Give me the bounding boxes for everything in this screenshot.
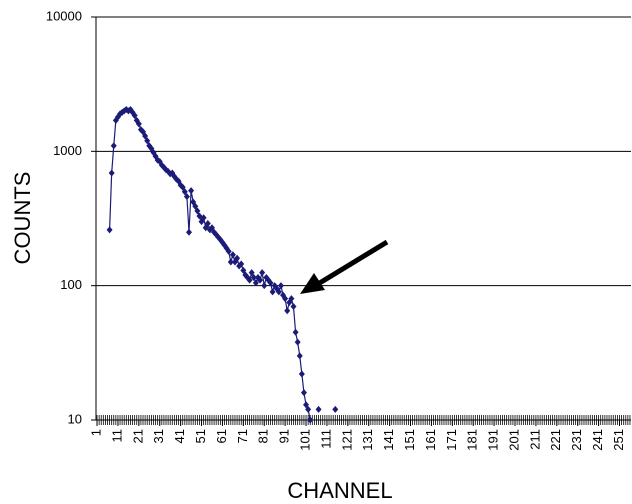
data-point — [292, 328, 299, 336]
data-point — [282, 295, 289, 303]
y-tick-label: 1000 — [53, 143, 82, 158]
data-point — [300, 389, 307, 397]
y-axis-title: COUNTS — [10, 172, 35, 265]
data-point — [108, 169, 115, 177]
x-tick-label: 71 — [235, 429, 250, 443]
data-point — [225, 247, 232, 255]
x-tick-label: 171 — [444, 429, 459, 451]
data-point — [248, 269, 255, 277]
x-tick-label: 21 — [130, 429, 145, 443]
x-tick-label: 161 — [423, 429, 438, 451]
data-point — [277, 282, 284, 290]
x-axis-title: CHANNEL — [287, 478, 392, 503]
x-tick-label: 251 — [611, 429, 626, 451]
data-point — [303, 401, 310, 409]
data-point — [298, 370, 305, 378]
data-point — [106, 226, 113, 234]
data-point — [135, 120, 142, 128]
data-point — [305, 405, 312, 413]
data-point — [261, 282, 268, 290]
x-tick-label: 181 — [465, 429, 480, 451]
data-point — [259, 269, 266, 277]
data-point — [257, 276, 264, 284]
arrow-head — [300, 273, 325, 294]
data-point — [192, 202, 199, 210]
data-point — [332, 405, 339, 413]
data-point — [204, 220, 211, 228]
data-point — [267, 279, 274, 287]
data-point — [315, 405, 322, 413]
data-point — [185, 228, 192, 236]
x-tick-label: 41 — [172, 429, 187, 443]
data-point — [131, 111, 138, 119]
data-point — [181, 188, 188, 196]
data-point — [296, 352, 303, 360]
x-tick-label: 31 — [151, 429, 166, 443]
data-point — [227, 258, 234, 266]
annotation-arrow — [300, 239, 389, 294]
x-tick-label: 231 — [569, 429, 584, 451]
x-tick-label: 131 — [360, 429, 375, 451]
x-tick-label: 211 — [527, 429, 542, 450]
x-tick-label: 201 — [506, 429, 521, 451]
data-point — [200, 214, 207, 222]
x-tick-label: 51 — [193, 429, 208, 443]
y-tick-label: 10000 — [46, 8, 82, 23]
data-point — [142, 132, 149, 140]
data-point — [183, 193, 190, 201]
x-tick-label: 221 — [548, 429, 563, 451]
arrow-shaft — [316, 239, 389, 287]
data-point — [234, 254, 241, 262]
data-point — [229, 251, 236, 259]
x-tick-label: 11 — [109, 429, 124, 443]
data-point — [110, 142, 117, 150]
x-tick-label: 1 — [88, 429, 103, 436]
y-tick-label: 100 — [60, 277, 82, 292]
data-point — [275, 288, 282, 296]
data-point — [252, 279, 259, 287]
data-point — [294, 338, 301, 346]
data-point — [238, 260, 245, 268]
data-point — [240, 266, 247, 274]
x-tick-label: 151 — [402, 429, 417, 451]
data-point — [307, 416, 314, 424]
x-tick-label: 101 — [297, 429, 312, 451]
x-tick-label: 191 — [486, 429, 501, 451]
data-point — [250, 274, 257, 282]
data-point — [288, 295, 295, 303]
data-point — [290, 302, 297, 310]
x-tick-label: 111 — [318, 429, 333, 449]
x-tick-label: 241 — [590, 429, 605, 451]
x-tick-label: 81 — [256, 429, 271, 443]
x-tick-label: 141 — [381, 429, 396, 451]
y-tick-label: 10 — [68, 411, 82, 426]
x-tick-label: 121 — [339, 429, 354, 451]
data-point — [246, 276, 253, 284]
x-tick-label: 61 — [214, 429, 229, 443]
x-tick-label: 91 — [277, 429, 292, 443]
data-point — [144, 137, 151, 145]
data-point — [269, 288, 276, 296]
data-point — [194, 207, 201, 215]
data-point — [284, 307, 291, 315]
data-point — [188, 187, 195, 195]
